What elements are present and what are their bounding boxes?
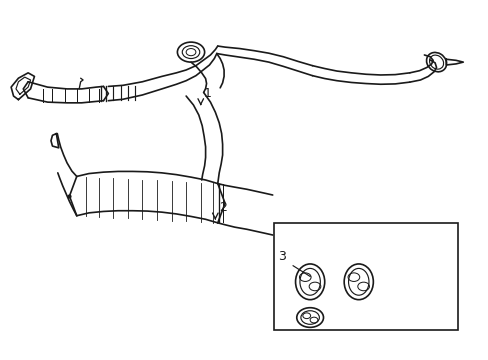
Text: 3: 3 [278,250,286,263]
Text: 1: 1 [203,87,211,100]
Text: 2: 2 [218,201,226,214]
Bar [273,223,458,330]
